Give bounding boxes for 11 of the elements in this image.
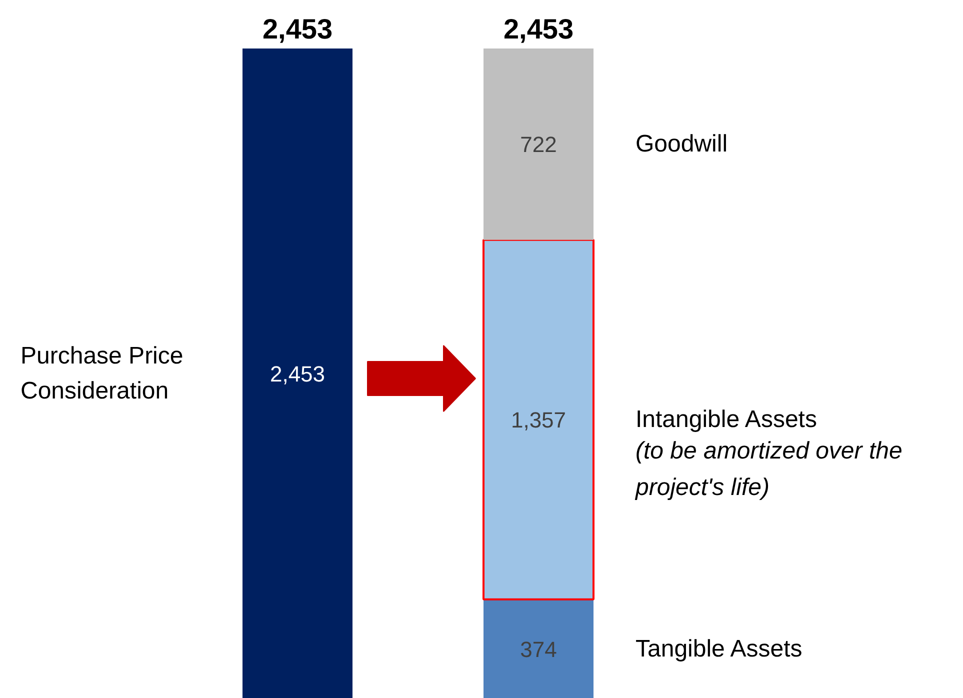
series-label: Goodwill [636, 130, 728, 158]
series-label: Tangible Assets [636, 635, 802, 662]
data-label: 2,453 [270, 362, 326, 386]
total-label: 2,453 [262, 14, 333, 44]
data-label: 374 [520, 636, 557, 662]
data-label: 722 [520, 132, 557, 158]
annotation: (to be amortized over the project's life) [634, 438, 902, 502]
text: Purchase Price Consideration [20, 342, 184, 405]
data-label: 1,357 [510, 408, 566, 433]
series-label: Intangible Assets [636, 406, 817, 434]
total-label: 2,453 [503, 14, 574, 44]
